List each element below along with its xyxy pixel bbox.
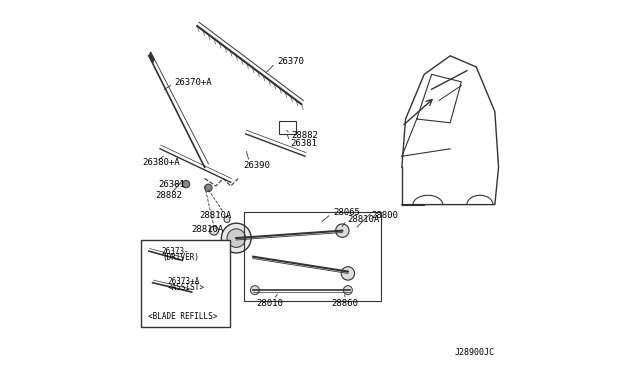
Text: 28882: 28882 (291, 131, 318, 140)
Text: 26381: 26381 (158, 180, 185, 189)
Circle shape (209, 226, 218, 235)
Text: 26373+A: 26373+A (168, 277, 200, 286)
Text: 28010: 28010 (257, 299, 284, 308)
Circle shape (341, 267, 355, 280)
Text: 26380+A: 26380+A (142, 158, 180, 167)
Circle shape (221, 223, 251, 253)
Text: 28800: 28800 (371, 211, 398, 220)
Text: 26373-: 26373- (162, 247, 189, 256)
Text: 28810A: 28810A (199, 211, 231, 219)
Circle shape (224, 217, 230, 222)
Text: 26390: 26390 (244, 161, 271, 170)
Circle shape (182, 180, 190, 188)
Bar (279, 121, 296, 134)
Text: 26381: 26381 (291, 139, 317, 148)
Text: <ASSIST>: <ASSIST> (168, 283, 205, 292)
Text: 26370: 26370 (277, 57, 304, 66)
Circle shape (335, 224, 349, 237)
Text: (DRIVER): (DRIVER) (162, 253, 199, 262)
Text: 28810A: 28810A (348, 215, 380, 224)
Circle shape (250, 286, 259, 295)
Bar (141, 240, 230, 327)
Text: 28065: 28065 (333, 208, 360, 217)
Text: 28810A: 28810A (191, 225, 224, 234)
Text: 28860: 28860 (331, 299, 358, 308)
Text: 26370+A: 26370+A (174, 78, 212, 87)
Text: <BLADE REFILLS>: <BLADE REFILLS> (148, 312, 218, 321)
Text: 28882: 28882 (156, 191, 182, 200)
Circle shape (227, 229, 246, 247)
Circle shape (205, 184, 212, 192)
Text: J28900JC: J28900JC (455, 348, 495, 357)
Circle shape (344, 286, 353, 295)
